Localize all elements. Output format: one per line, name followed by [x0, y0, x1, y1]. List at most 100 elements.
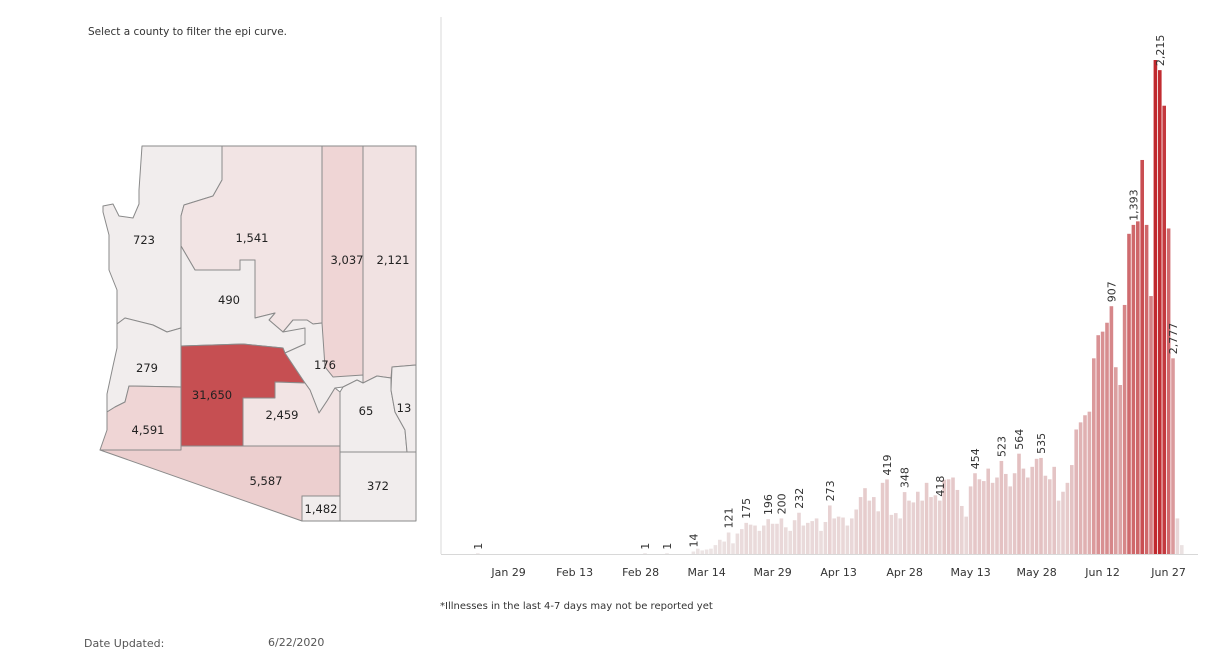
epi-bar[interactable] [814, 518, 819, 554]
epi-bar[interactable] [775, 523, 779, 554]
epi-bar[interactable] [955, 489, 960, 554]
epi-bar[interactable] [920, 500, 924, 554]
epi-bar[interactable] [841, 517, 845, 554]
epi-bar[interactable] [951, 477, 955, 554]
epi-bar[interactable] [964, 516, 968, 554]
epi-bar[interactable] [1109, 306, 1114, 554]
epi-bar[interactable] [876, 511, 880, 554]
epi-bar[interactable] [806, 522, 810, 554]
epi-bar[interactable] [1074, 429, 1078, 554]
epi-bar[interactable] [1034, 458, 1039, 554]
epi-bar[interactable] [797, 512, 801, 554]
epi-bar[interactable] [1114, 367, 1118, 554]
epi-bar[interactable] [1158, 70, 1162, 554]
epi-bar[interactable] [792, 520, 797, 554]
epi-bar[interactable] [691, 551, 696, 554]
epi-bar[interactable] [1131, 224, 1136, 554]
epi-bar[interactable] [1136, 221, 1140, 554]
epi-bar[interactable] [845, 525, 850, 554]
epi-bar[interactable] [704, 549, 709, 554]
epi-bar[interactable] [968, 486, 973, 554]
epi-bar[interactable] [863, 488, 867, 554]
epi-bar[interactable] [1127, 233, 1131, 555]
epi-bar[interactable] [1171, 358, 1175, 554]
epi-bar[interactable] [938, 500, 942, 554]
epi-bar[interactable] [999, 460, 1004, 554]
epi-bar[interactable] [1100, 331, 1105, 554]
epi-bar[interactable] [1026, 477, 1030, 554]
epi-bar[interactable] [819, 530, 823, 554]
epi-bar[interactable] [1149, 296, 1153, 554]
epi-bar[interactable] [1065, 482, 1070, 554]
epi-bar[interactable] [762, 525, 766, 554]
epi-bar[interactable] [854, 509, 858, 554]
epi-bar[interactable] [1087, 411, 1092, 554]
epi-bar[interactable] [735, 533, 740, 554]
epi-bar[interactable] [1039, 457, 1043, 554]
county-santa-cruz[interactable] [301, 495, 341, 522]
epi-bar[interactable] [696, 548, 700, 554]
epi-bar[interactable] [1096, 335, 1100, 554]
epi-bar[interactable] [986, 468, 990, 554]
epi-bar[interactable] [757, 530, 762, 554]
epi-bar[interactable] [770, 523, 775, 554]
county-greenlee[interactable] [390, 364, 417, 453]
epi-bar[interactable] [973, 473, 977, 554]
epi-bar[interactable] [942, 479, 946, 554]
epi-bar[interactable] [1070, 465, 1074, 554]
epi-bar[interactable] [1061, 491, 1065, 554]
epi-bar[interactable] [1122, 304, 1127, 554]
epi-bar[interactable] [1140, 159, 1144, 554]
epi-bar[interactable] [1166, 228, 1171, 554]
epi-bar[interactable] [946, 479, 951, 554]
epi-bar[interactable] [1021, 468, 1026, 554]
epi-bar[interactable] [885, 479, 889, 554]
epi-bar[interactable] [1144, 224, 1149, 554]
epi-bar[interactable] [753, 525, 757, 554]
epi-bar[interactable] [867, 500, 872, 554]
epi-bar[interactable] [828, 505, 832, 554]
epi-bar[interactable] [933, 495, 938, 554]
epi-bar[interactable] [1056, 500, 1061, 554]
epi-bar[interactable] [718, 539, 722, 554]
epi-bar[interactable] [836, 516, 841, 554]
epi-bar[interactable] [858, 497, 863, 554]
epi-bar[interactable] [1118, 385, 1122, 554]
epi-bar[interactable] [788, 530, 792, 554]
epi-bar[interactable] [744, 522, 748, 554]
epi-bar[interactable] [1048, 479, 1052, 554]
epi-bar[interactable] [995, 477, 999, 554]
epi-bar[interactable] [924, 482, 929, 554]
epi-bar[interactable] [1030, 466, 1034, 554]
epi-bar[interactable] [766, 519, 770, 554]
epi-bar[interactable] [779, 518, 784, 554]
epi-bar[interactable] [1008, 486, 1012, 554]
epi-bar[interactable] [902, 492, 907, 554]
epi-bar[interactable] [700, 550, 704, 554]
epi-bar[interactable] [709, 548, 713, 554]
epi-bar[interactable] [894, 513, 898, 554]
epi-bar[interactable] [823, 521, 828, 554]
epi-bar[interactable] [911, 502, 916, 554]
epi-bar[interactable] [916, 491, 920, 554]
epi-bar[interactable] [872, 497, 876, 554]
epi-bar[interactable] [1052, 466, 1056, 554]
epi-bar[interactable] [929, 497, 933, 554]
epi-bar[interactable] [476, 553, 480, 554]
epi-bar[interactable] [889, 514, 894, 554]
epi-bar[interactable] [1078, 422, 1083, 554]
epi-bar[interactable] [982, 481, 986, 554]
epi-bar[interactable] [907, 500, 911, 554]
epi-bar[interactable] [850, 518, 854, 554]
epi-bar[interactable] [665, 553, 669, 554]
epi-bar[interactable] [960, 505, 964, 554]
epi-bar[interactable] [1004, 473, 1008, 554]
epi-bar[interactable] [1012, 473, 1017, 554]
epi-bar[interactable] [801, 525, 806, 554]
epi-bar[interactable] [1153, 60, 1158, 554]
epi-bar[interactable] [1092, 358, 1096, 554]
epi-bar[interactable] [1017, 453, 1021, 554]
epi-bar[interactable] [832, 518, 836, 554]
epi-bar[interactable] [713, 545, 718, 554]
epi-bar[interactable] [643, 553, 647, 554]
